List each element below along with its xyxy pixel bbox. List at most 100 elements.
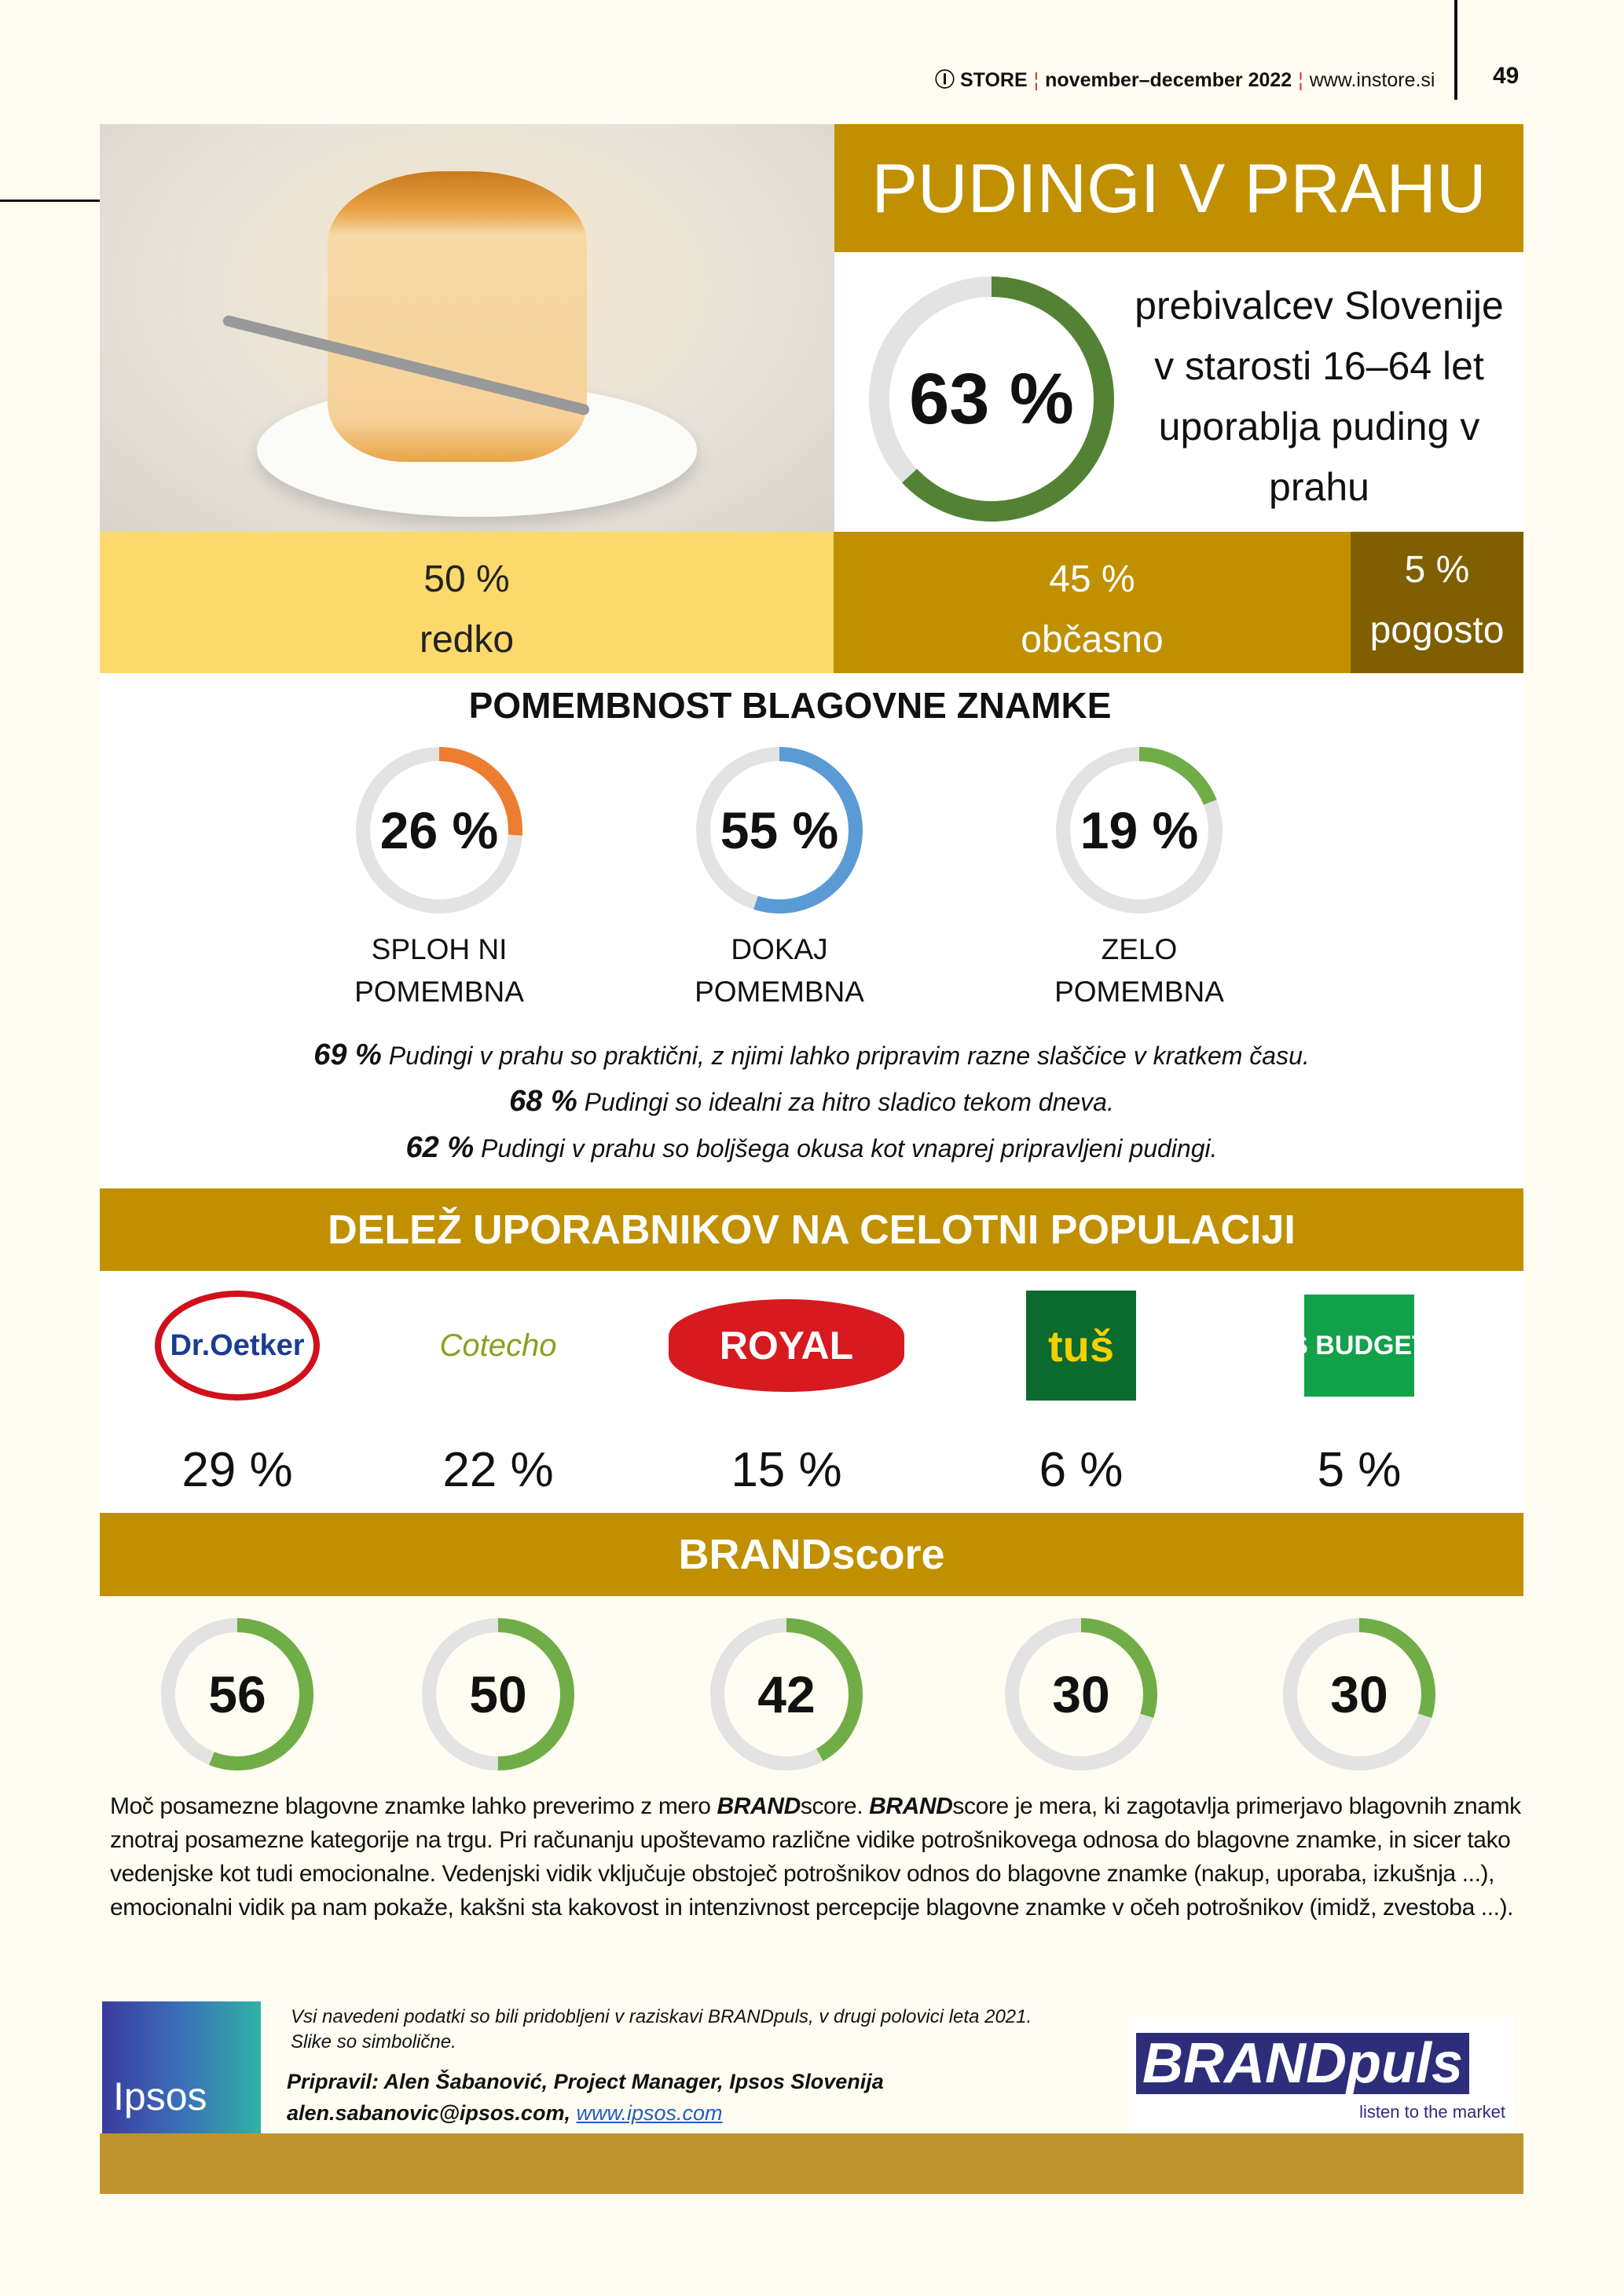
label-line: POMEMBNA	[695, 976, 864, 1008]
ring-value: 55 %	[720, 801, 839, 859]
ring-arc	[161, 1618, 313, 1771]
brandpuls-logo: BRANDpuls listen to the market	[1128, 2017, 1513, 2131]
brand-share-value: 6 %	[1039, 1443, 1124, 1497]
author-email[interactable]: alen.sabanovic@ipsos.com,	[287, 2101, 570, 2125]
issue-date: november–december 2022	[1045, 69, 1292, 91]
para-text: score.	[800, 1793, 870, 1819]
usage-line: prahu	[1269, 465, 1369, 509]
ipsos-logo-text: Ipsos	[113, 2074, 207, 2118]
brandscore-ring: 42	[703, 1611, 870, 1778]
brandpuls-tagline: listen to the market	[1359, 2102, 1505, 2122]
share-section: Dr.Oetker 29 % Cotecho 22 % ROYAL 15 % tuš 6 % S…	[100, 1271, 1523, 1513]
usage-line: prebivalcev Slovenije	[1135, 284, 1504, 328]
usage-ring: 63 %	[867, 275, 1116, 523]
brandscore-title: BRANDscore	[678, 1531, 945, 1578]
importance-ring: 55 %	[689, 740, 870, 921]
ring-arc	[1056, 747, 1223, 914]
statement: 69 % Pudingi v prahu so praktični, z nji…	[100, 1037, 1523, 1074]
pudding-photo	[100, 124, 834, 532]
frequency-value: 45 %	[1049, 558, 1135, 600]
frequency-label: občasno	[1021, 619, 1164, 661]
brand-share-value: 22 %	[442, 1443, 554, 1497]
ring-arc	[422, 1618, 574, 1771]
label-line: POMEMBNA	[1054, 976, 1224, 1008]
importance-label: SPLOH NI POMEMBNA	[282, 928, 596, 1013]
importance-ring: 26 %	[349, 740, 530, 921]
brand-logo: ROYAL	[669, 1299, 904, 1392]
statement-value: 69 %	[313, 1038, 382, 1071]
footer-note: Slike so simbolične.	[291, 2031, 456, 2052]
brand-share-value: 5 %	[1317, 1443, 1402, 1497]
instore-icon: Ⓘ	[935, 69, 955, 91]
usage-panel: 63 % prebivalcev Slovenije v starosti 16…	[834, 252, 1523, 532]
label-line: DOKAJ	[731, 933, 828, 965]
frequency-value: 50 %	[423, 558, 510, 600]
footer-note: Vsi navedeni podatki so bili pridobljeni…	[291, 2006, 1032, 2027]
brand-logo: Dr.Oetker	[155, 1291, 320, 1401]
brandscore-ring: 30	[1276, 1611, 1443, 1778]
importance-ring: 19 %	[1049, 740, 1230, 921]
ring-value: 56	[208, 1665, 266, 1723]
ring-arc	[1005, 1618, 1157, 1771]
label-line: ZELO	[1101, 933, 1178, 965]
footer-band	[100, 2133, 1523, 2194]
frequency-obcasno: 45 % občasno	[834, 532, 1351, 673]
importance-label: DOKAJ POMEMBNA	[622, 928, 937, 1013]
frequency-pogosto: 5 % pogosto	[1351, 532, 1523, 673]
importance-section: POMEMBNOST BLAGOVNE ZNAMKE 69 % Pudingi …	[100, 673, 1523, 1188]
brandscore-ring: 56	[154, 1611, 321, 1778]
frequency-label: pogosto	[1369, 610, 1505, 651]
statement-text: Pudingi v prahu so boljšega okusa kot vn…	[481, 1134, 1218, 1163]
running-header: Ⓘ STORE ¦ november–december 2022 ¦ www.insto…	[935, 69, 1435, 91]
frequency-redko: 50 % redko	[100, 532, 834, 673]
pudding-shape	[328, 171, 587, 462]
usage-line: v starosti 16–64 let	[1154, 344, 1484, 388]
para-bold: BRAND	[869, 1793, 953, 1819]
brandpuls-logo-text: BRANDpuls	[1136, 2033, 1469, 2094]
margin-rule	[0, 200, 100, 202]
frequency-value: 5 %	[1404, 549, 1470, 591]
ipsos-logo: Ipsos	[102, 2001, 261, 2133]
magazine-url[interactable]: www.instore.si	[1309, 69, 1435, 91]
usage-text: prebivalcev Slovenije v starosti 16–64 l…	[1119, 276, 1520, 518]
magazine-name: STORE	[959, 69, 1028, 91]
importance-title: POMEMBNOST BLAGOVNE ZNAMKE	[468, 685, 1112, 726]
ring-value: 50	[469, 1665, 527, 1723]
ring-value: 26 %	[379, 801, 499, 859]
statement: 62 % Pudingi v prahu so boljšega okusa k…	[100, 1130, 1523, 1166]
ring-arc	[710, 1618, 863, 1771]
brandscore-banner: BRANDscore	[100, 1513, 1523, 1596]
brand-share-value: 15 %	[731, 1443, 842, 1497]
brandscore-description: Moč posamezne blagovne znamke lahko prev…	[110, 1789, 1524, 1924]
footer-author: Pripravil: Alen Šabanović, Project Manag…	[287, 2066, 884, 2129]
ring-value: 30	[1052, 1665, 1110, 1723]
para-text: Moč posamezne blagovne znamke lahko prev…	[110, 1793, 717, 1819]
importance-label: ZELO POMEMBNA	[982, 928, 1296, 1013]
ring-arc	[696, 747, 863, 914]
usage-line: uporablja puding v	[1158, 405, 1480, 449]
label-line: SPLOH NI	[371, 933, 508, 965]
para-text: score je mera, ki zagotavlja primerjavo …	[110, 1793, 1521, 1921]
ring-value: 42	[757, 1665, 816, 1723]
share-title: DELEŽ UPORABNIKOV NA CELOTNI POPULACIJI	[328, 1207, 1296, 1253]
label-line: POMEMBNA	[354, 976, 524, 1008]
statement-text: Pudingi v prahu so praktični, z njimi la…	[388, 1042, 1310, 1070]
ring-arc	[356, 747, 522, 914]
statement-text: Pudingi so idealni za hitro sladico teko…	[584, 1088, 1114, 1116]
ring-value: 19 %	[1080, 801, 1199, 859]
title-banner: PUDINGI V PRAHU	[834, 124, 1523, 252]
statement: 68 % Pudingi so idealni za hitro sladico…	[100, 1083, 1523, 1120]
footer-notes: Vsi navedeni podatki so bili pridobljeni…	[291, 2005, 1032, 2055]
frequency-bar: 50 % redko 45 % občasno 5 % pogosto	[100, 532, 1523, 673]
statement-value: 62 %	[405, 1131, 475, 1164]
frequency-label: redko	[419, 619, 515, 661]
brandscore-ring: 30	[998, 1611, 1164, 1778]
ipsos-link[interactable]: www.ipsos.com	[576, 2101, 723, 2125]
brand-logo: Cotecho	[427, 1294, 569, 1397]
page-number: 49	[1493, 63, 1520, 89]
brandscore-ring: 50	[415, 1611, 581, 1778]
ring-value: 30	[1330, 1665, 1388, 1723]
ring-arc	[1283, 1618, 1435, 1771]
statements: 69 % Pudingi v prahu so praktični, z nji…	[100, 1037, 1523, 1166]
share-banner: DELEŽ UPORABNIKOV NA CELOTNI POPULACIJI	[100, 1188, 1523, 1271]
